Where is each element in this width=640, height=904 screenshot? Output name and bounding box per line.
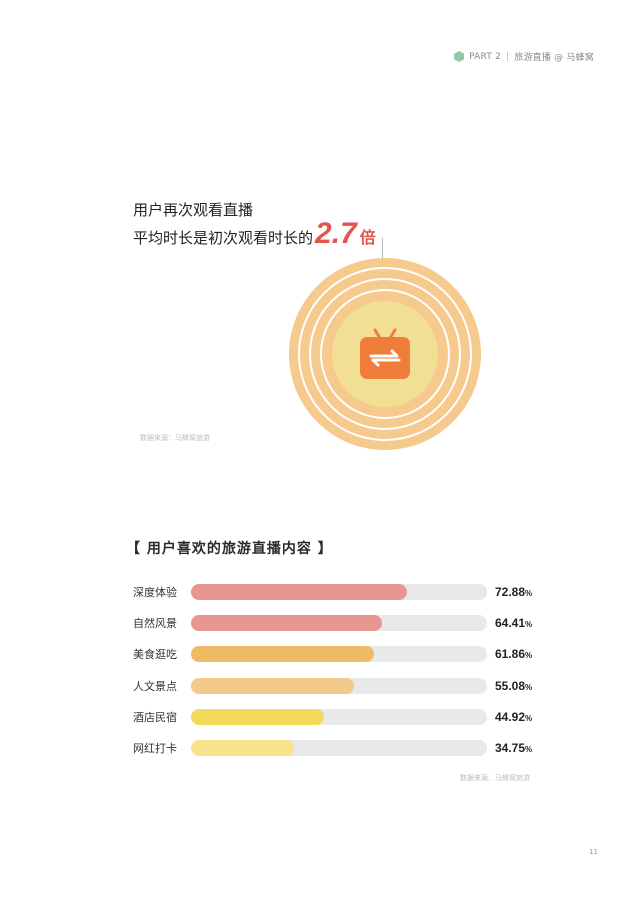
percent-unit: %: [525, 620, 533, 630]
bar-track: [191, 615, 487, 632]
percent-unit: %: [525, 744, 533, 754]
headline-line2: 平均时长是初次观看时长的 2.7 倍: [133, 217, 376, 250]
bar: [191, 677, 355, 694]
concentric-circle-graphic: [289, 258, 481, 450]
ring-gap-2: [309, 278, 461, 430]
bar: [191, 615, 382, 632]
bar-label: 美食逛吃: [133, 648, 177, 662]
bar-value-label: 34.75%: [495, 740, 533, 755]
bar-label: 人文景点: [133, 679, 177, 693]
bar-value-label: 55.08%: [495, 678, 533, 693]
tv-repeat-icon: [360, 328, 410, 379]
section-title: 【 用户喜欢的旅游直播内容 】: [126, 541, 333, 557]
bar-row: 自然风景 64.41%: [133, 613, 553, 633]
bar-row: 网红打卡 34.75%: [133, 738, 553, 758]
bar: [191, 739, 294, 756]
page-number: 11: [589, 848, 598, 856]
percent-unit: %: [525, 713, 533, 723]
bar-row: 酒店民宿 44.92%: [133, 707, 553, 727]
source-note-top: 数据来源：马蜂窝旅游: [140, 434, 210, 442]
percent-unit: %: [525, 589, 533, 598]
hexagon-icon: [454, 51, 465, 62]
headline-line2-text: 平均时长是初次观看时长的: [133, 229, 314, 247]
bar-label: 深度体验: [133, 586, 177, 599]
headline: 用户再次观看直播 平均时长是初次观看时长的 2.7 倍: [133, 200, 376, 250]
bar: [191, 708, 324, 725]
highlight-unit: 倍: [359, 228, 376, 247]
source-note-bottom: 数据来源：马蜂窝旅游: [460, 774, 530, 782]
connector-line: [382, 238, 383, 268]
header-section: 旅游直播 @ 马蜂窝: [514, 53, 594, 63]
ring-gap-1: [298, 267, 472, 441]
bar-value-label: 44.92%: [495, 709, 533, 724]
bar-track: [191, 584, 487, 600]
bar: [191, 584, 407, 600]
bar-track: [191, 739, 487, 756]
bar-value-label: 61.86%: [495, 647, 533, 662]
bar-label: 网红打卡: [133, 741, 177, 755]
bar-row: 美食逛吃 61.86%: [133, 644, 553, 664]
bar-label: 自然风景: [133, 617, 177, 631]
bar: [191, 646, 375, 663]
page-header: PART 2 | 旅游直播 @ 马蜂窝: [454, 50, 594, 63]
headline-line1: 用户再次观看直播: [133, 201, 254, 219]
bar-value-label: 72.88%: [495, 585, 533, 599]
header-separator: |: [506, 51, 510, 62]
percent-unit: %: [525, 682, 533, 692]
bar-label: 酒店民宿: [133, 710, 177, 724]
bar-value-label: 64.41%: [495, 616, 533, 631]
bar-track: [191, 708, 487, 725]
bar-row: 人文景点 55.08%: [133, 676, 553, 696]
percent-unit: %: [525, 651, 533, 661]
bar-chart: 深度体验 72.88% 自然风景 64.41% 美食逛吃 61.86% 人文景点 55.08%…: [133, 582, 553, 769]
bar-track: [191, 646, 487, 663]
highlight-value: 2.7: [315, 217, 357, 250]
bar-row: 深度体验 72.88%: [133, 582, 553, 602]
header-part: PART 2: [469, 51, 502, 62]
bar-track: [191, 677, 487, 694]
ring-gap-3: [320, 289, 450, 419]
